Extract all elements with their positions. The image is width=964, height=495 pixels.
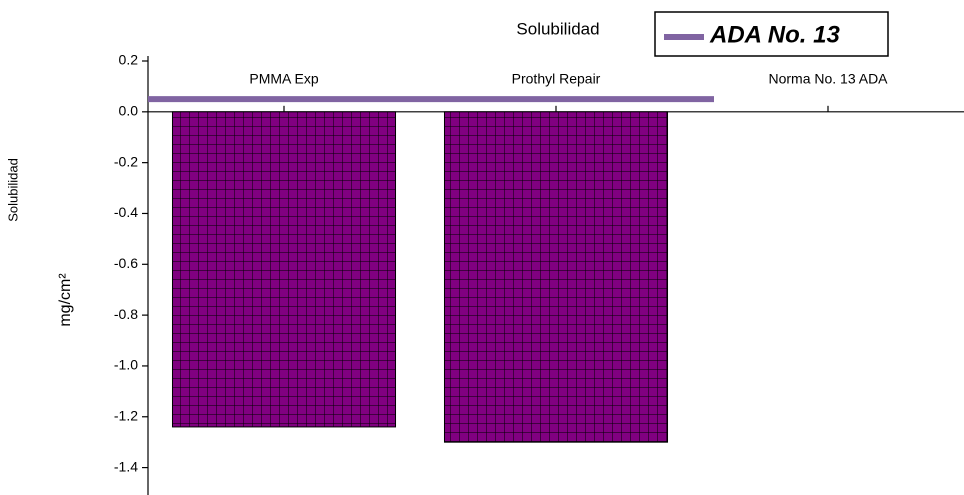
y-axis-unit: mg/cm²	[57, 273, 74, 327]
y-tick-label: 0.2	[119, 52, 139, 68]
legend-label: ADA No. 13	[709, 21, 840, 48]
x-tick-label: Norma No. 13 ADA	[768, 71, 888, 87]
y-tick-label: -0.6	[114, 255, 138, 271]
y-tick-label: -0.2	[114, 153, 138, 169]
bar	[443, 111, 669, 443]
y-tick-label: -1.0	[114, 357, 138, 373]
x-tick-label: Prothyl Repair	[512, 71, 601, 87]
y-tick-label: -1.4	[114, 458, 138, 474]
bar	[171, 111, 397, 428]
y-axis-label: Solubilidad	[5, 158, 20, 222]
chart-title: Solubilidad	[516, 19, 599, 38]
y-tick-label: 0.0	[119, 103, 139, 119]
y-tick-label: -0.4	[114, 204, 138, 220]
x-tick-label: PMMA Exp	[249, 71, 318, 87]
y-tick-label: -0.8	[114, 306, 138, 322]
y-tick-label: -1.2	[114, 407, 138, 423]
